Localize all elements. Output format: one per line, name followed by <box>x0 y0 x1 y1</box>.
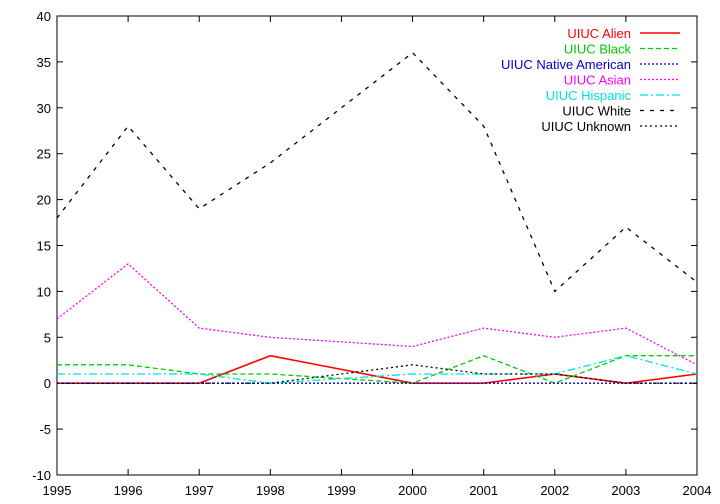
y-tick-label: 30 <box>37 101 51 116</box>
legend-label: UIUC Alien <box>567 26 631 41</box>
legend-label: UIUC Hispanic <box>546 88 632 103</box>
x-tick-label: 2002 <box>540 483 569 498</box>
x-tick-label: 1996 <box>114 483 143 498</box>
y-tick-label: 20 <box>37 193 51 208</box>
legend-label: UIUC Asian <box>564 73 631 88</box>
series-line-uiuc-asian <box>56 263 698 366</box>
legend-label: UIUC Black <box>564 42 632 57</box>
x-tick-label: 2003 <box>611 483 640 498</box>
x-tick-label: 1999 <box>327 483 356 498</box>
legend-label: UIUC Native American <box>501 57 631 72</box>
x-tick-label: 2000 <box>398 483 427 498</box>
legend-label: UIUC Unknown <box>541 119 631 134</box>
y-tick-label: 40 <box>37 9 51 24</box>
series-line-uiuc-unknown <box>57 364 697 384</box>
series-line-uiuc-white <box>56 51 698 293</box>
x-tick-label: 1997 <box>185 483 214 498</box>
x-tick-label: 2001 <box>469 483 498 498</box>
series-line-uiuc-black <box>57 355 697 384</box>
y-tick-label: -5 <box>39 422 51 437</box>
x-tick-label: 1998 <box>256 483 285 498</box>
y-tick-label: 0 <box>44 376 51 391</box>
series-line-uiuc-hispanic <box>57 355 698 384</box>
y-tick-label: 35 <box>37 55 51 70</box>
y-tick-label: 5 <box>44 330 51 345</box>
y-tick-label: 15 <box>37 239 51 254</box>
legend-label: UIUC White <box>562 104 631 119</box>
y-tick-label: -10 <box>32 468 51 483</box>
y-tick-label: 10 <box>37 284 51 299</box>
y-tick-label: 25 <box>37 147 51 162</box>
x-tick-label: 1995 <box>43 483 72 498</box>
x-tick-label: 2004 <box>683 483 712 498</box>
